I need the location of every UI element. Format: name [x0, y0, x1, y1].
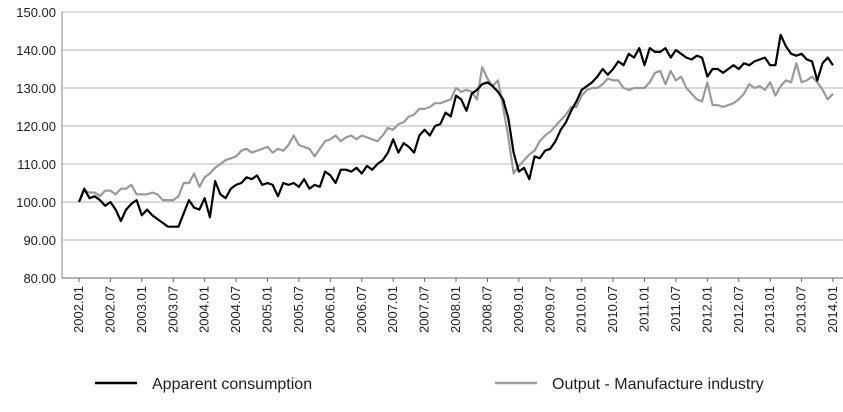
x-tick-label: 2012.07: [731, 286, 746, 333]
y-tick-label: 100.00: [16, 195, 56, 210]
x-tick-label: 2006.07: [354, 286, 369, 333]
x-tick-label: 2011.07: [668, 286, 683, 332]
x-tick-label: 2006.01: [322, 286, 337, 333]
x-tick-label: 2014.01: [825, 286, 840, 333]
x-tick-label: 2011.01: [637, 286, 652, 332]
y-tick-label: 150.00: [16, 5, 56, 20]
x-tick-label: 2004.01: [197, 286, 212, 333]
x-tick-label: 2003.01: [134, 286, 149, 333]
x-tick-label: 2005.01: [260, 286, 275, 333]
x-tick-label: 2010.07: [605, 286, 620, 333]
x-tick-label: 2002.07: [102, 286, 117, 333]
y-tick-label: 80.00: [23, 271, 56, 286]
legend-label: Apparent consumption: [152, 376, 312, 393]
x-tick-label: 2002.01: [71, 286, 86, 333]
y-tick-label: 140.00: [16, 43, 56, 58]
y-tick-label: 110.00: [17, 157, 56, 172]
series-line: [78, 62, 834, 203]
x-tick-label: 2005.07: [291, 286, 306, 333]
x-tick-label: 2003.07: [165, 286, 180, 333]
series-line: [77, 33, 834, 228]
x-tick-label: 2013.01: [762, 286, 777, 333]
y-tick-label: 130.00: [16, 81, 56, 96]
y-tick-label: 90.00: [23, 233, 56, 248]
x-tick-label: 2004.07: [228, 286, 243, 333]
x-tick-label: 2010.01: [574, 286, 589, 333]
x-tick-label: 2009.07: [542, 286, 557, 333]
x-tick-label: 2007.07: [417, 286, 432, 333]
x-tick-label: 2007.01: [385, 286, 400, 333]
x-tick-label: 2013.07: [794, 286, 809, 333]
x-tick-label: 2008.07: [479, 286, 494, 333]
x-tick-label: 2012.01: [699, 286, 714, 333]
x-tick-label: 2009.01: [511, 286, 526, 333]
legend-label: Output - Manufacture industry: [552, 376, 764, 393]
x-tick-label: 2008.01: [448, 286, 463, 333]
y-tick-label: 120.00: [16, 119, 56, 134]
